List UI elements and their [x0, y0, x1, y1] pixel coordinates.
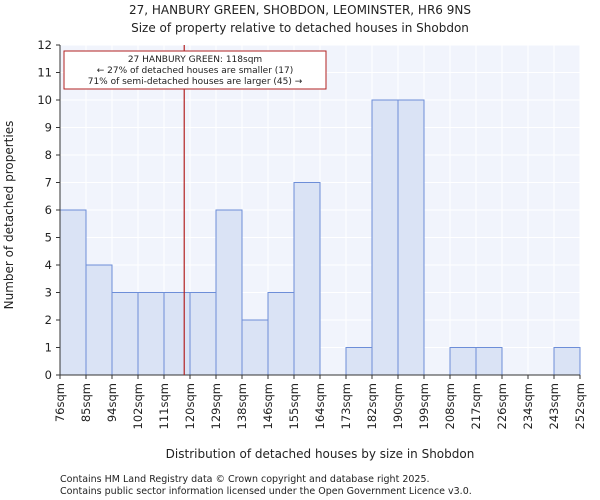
bars — [59, 99, 581, 376]
x-tick-label: 243sqm — [547, 383, 561, 429]
x-ticks: 76sqm 85sqm 94sqm 102sqm 111sqm 120sqm 129sqm 1… — [53, 375, 587, 429]
histogram-bar — [267, 292, 295, 376]
x-tick-label: 76sqm — [53, 383, 67, 422]
y-tick-label: 11 — [37, 66, 52, 80]
x-tick-label: 111sqm — [157, 383, 171, 429]
chart-title: 27, HANBURY GREEN, SHOBDON, LEOMINSTER, … — [129, 3, 471, 17]
histogram-bar — [371, 99, 399, 376]
y-tick-label: 1 — [45, 341, 52, 355]
y-tick-label: 12 — [37, 38, 52, 52]
y-axis-label: Number of detached properties — [2, 121, 16, 310]
annotation-line: 27 HANBURY GREEN: 118sqm — [128, 55, 262, 65]
y-tick-label: 8 — [45, 148, 52, 162]
histogram-bar — [111, 292, 139, 376]
x-tick-label: 164sqm — [313, 383, 327, 429]
y-tick-label: 0 — [45, 368, 52, 382]
footer-line-2: Contains public sector information licen… — [60, 486, 472, 497]
histogram-bar — [241, 319, 269, 376]
histogram-bar — [475, 347, 503, 376]
histogram-bar — [397, 99, 425, 376]
x-tick-label: 234sqm — [521, 383, 535, 429]
y-tick-label: 4 — [45, 258, 52, 272]
histogram-bar — [85, 264, 113, 376]
x-tick-label: 182sqm — [365, 383, 379, 429]
annotation-line: 71% of semi-detached houses are larger (… — [88, 77, 303, 87]
x-tick-label: 146sqm — [261, 383, 275, 429]
y-tick-label: 7 — [45, 176, 52, 190]
footer-line-1: Contains HM Land Registry data © Crown c… — [60, 474, 430, 485]
annotation-line: ← 27% of detached houses are smaller (17… — [97, 66, 294, 76]
y-tick-label: 10 — [37, 93, 52, 107]
y-tick-label: 9 — [45, 121, 52, 135]
histogram-bar — [345, 347, 373, 376]
x-tick-label: 208sqm — [443, 383, 457, 429]
x-tick-label: 226sqm — [495, 383, 509, 429]
x-tick-label: 129sqm — [209, 383, 223, 429]
x-tick-label: 252sqm — [573, 383, 587, 429]
histogram-bar — [137, 292, 165, 376]
histogram-bar — [215, 209, 243, 376]
y-tick-label: 3 — [45, 286, 52, 300]
x-axis-label: Distribution of detached houses by size … — [166, 447, 475, 461]
histogram-bar — [59, 209, 87, 376]
x-tick-label: 102sqm — [131, 383, 145, 429]
x-tick-label: 217sqm — [469, 383, 483, 429]
y-tick-label: 6 — [45, 203, 52, 217]
y-tick-label: 5 — [45, 231, 52, 245]
x-tick-label: 85sqm — [79, 383, 93, 422]
annotation-box — [63, 50, 327, 90]
x-tick-label: 155sqm — [287, 383, 301, 429]
chart-subtitle: Size of property relative to detached ho… — [131, 21, 469, 35]
x-tick-label: 138sqm — [235, 383, 249, 429]
histogram-bar — [553, 347, 581, 376]
histogram-bar — [293, 182, 321, 376]
y-tick-label: 2 — [45, 313, 52, 327]
x-tick-label: 120sqm — [183, 383, 197, 429]
histogram-bar — [163, 292, 191, 376]
x-tick-label: 94sqm — [105, 383, 119, 422]
histogram-bar — [189, 292, 217, 376]
x-tick-label: 190sqm — [391, 383, 405, 429]
x-tick-label: 173sqm — [339, 383, 353, 429]
x-tick-label: 199sqm — [417, 383, 431, 429]
property-marker: 27 HANBURY GREEN: 118sqm← 27% of detache… — [63, 45, 327, 375]
histogram-bar — [449, 347, 477, 376]
